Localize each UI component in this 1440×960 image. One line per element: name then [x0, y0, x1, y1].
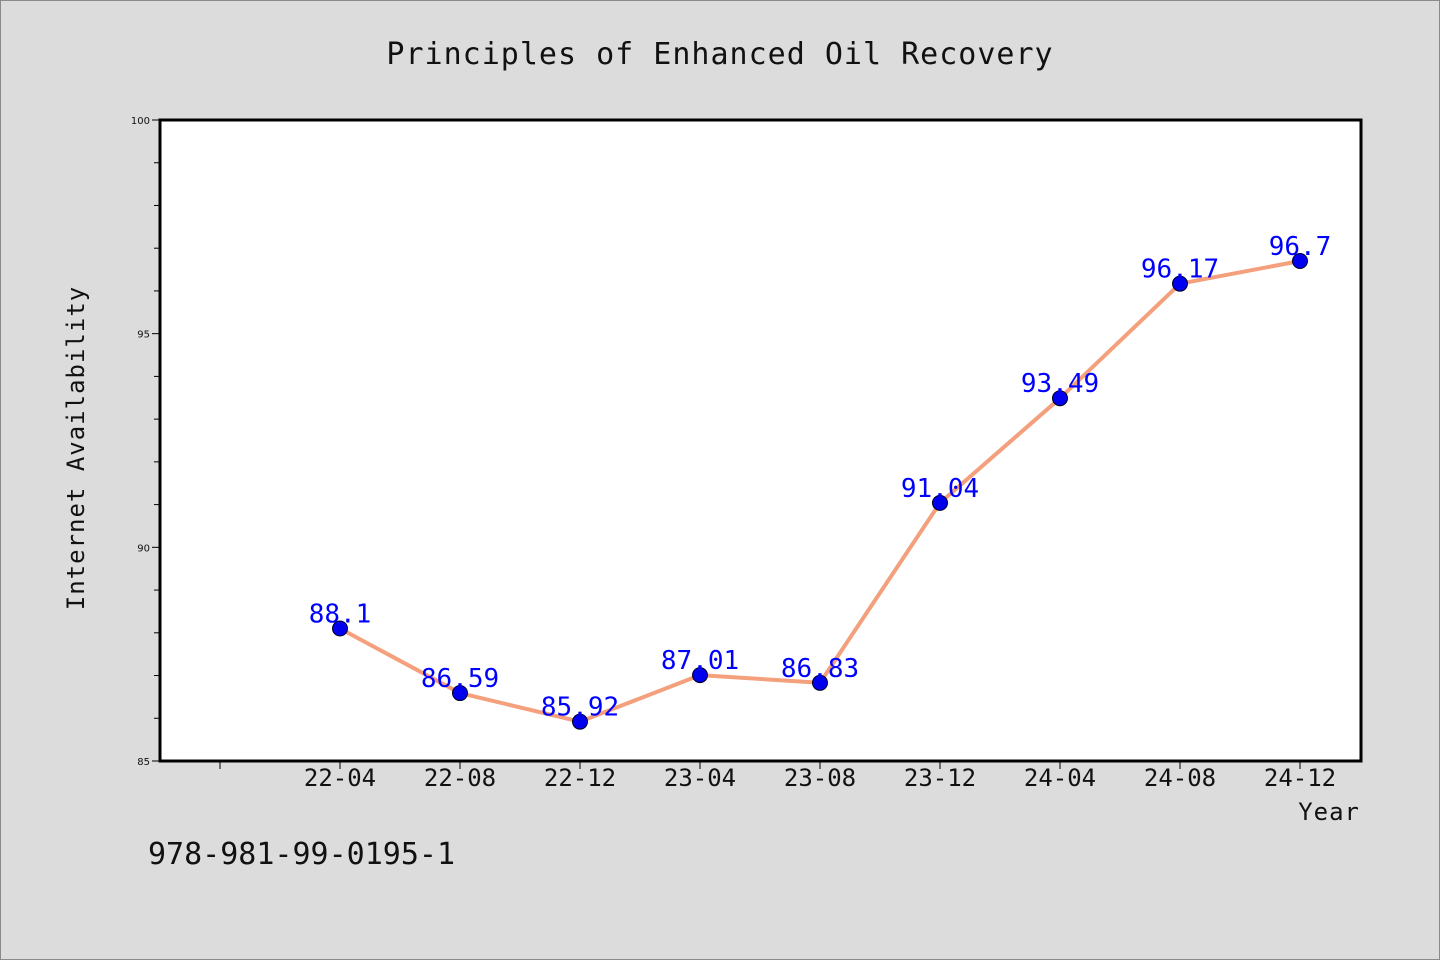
data-point: [692, 667, 708, 684]
x-tick-label: 24-08: [1144, 764, 1216, 792]
plot-area: [158, 118, 1363, 763]
data-label: 96.7: [1269, 232, 1332, 262]
x-tick-label: 23-12: [904, 764, 976, 792]
isbn-text: 978-981-99-0195-1: [148, 837, 455, 872]
data-labels: 88.1 86.59 85.92 87.01 86.83 91.04 93.49 96.17 9…: [309, 232, 1332, 723]
data-point: [1052, 390, 1068, 407]
x-tick-label: 22-12: [544, 764, 616, 792]
x-tick-label: 24-04: [1024, 764, 1096, 792]
y-tick-label: 85: [137, 757, 150, 768]
x-tick-label: 22-08: [424, 764, 496, 792]
data-label: 86.59: [421, 664, 499, 694]
data-label: 86.83: [781, 654, 859, 684]
data-point: [1292, 253, 1308, 270]
x-tick-label: 23-04: [664, 764, 736, 792]
y-axis-label: Internet Availability: [62, 286, 90, 610]
data-point: [332, 620, 348, 637]
data-point: [572, 713, 588, 730]
data-point: [452, 685, 468, 702]
series-markers: [332, 253, 1308, 730]
x-tick-label: 24-12: [1264, 764, 1336, 792]
data-label: 87.01: [661, 646, 739, 676]
data-label: 93.49: [1021, 369, 1099, 399]
x-axis-label: Year: [1298, 798, 1360, 826]
x-tick-label: 23-08: [784, 764, 856, 792]
chart-title: Principles of Enhanced Oil Recovery: [386, 37, 1053, 72]
data-point: [1172, 275, 1188, 292]
data-label: 88.1: [309, 600, 372, 630]
data-point: [812, 674, 828, 691]
data-label: 91.04: [901, 474, 979, 504]
data-point: [932, 494, 948, 511]
x-tick-label: 22-04: [304, 764, 376, 792]
y-axis: 85 90 95 100: [131, 116, 160, 768]
y-tick-label: 100: [131, 116, 150, 127]
data-label: 96.17: [1141, 255, 1219, 285]
data-label: 85.92: [541, 693, 619, 723]
x-axis: 22-04 22-08 22-12 23-04 23-08 23-12 24-04 24-08…: [219, 761, 1336, 792]
y-tick-label: 95: [137, 330, 150, 341]
y-tick-label: 90: [137, 543, 150, 554]
